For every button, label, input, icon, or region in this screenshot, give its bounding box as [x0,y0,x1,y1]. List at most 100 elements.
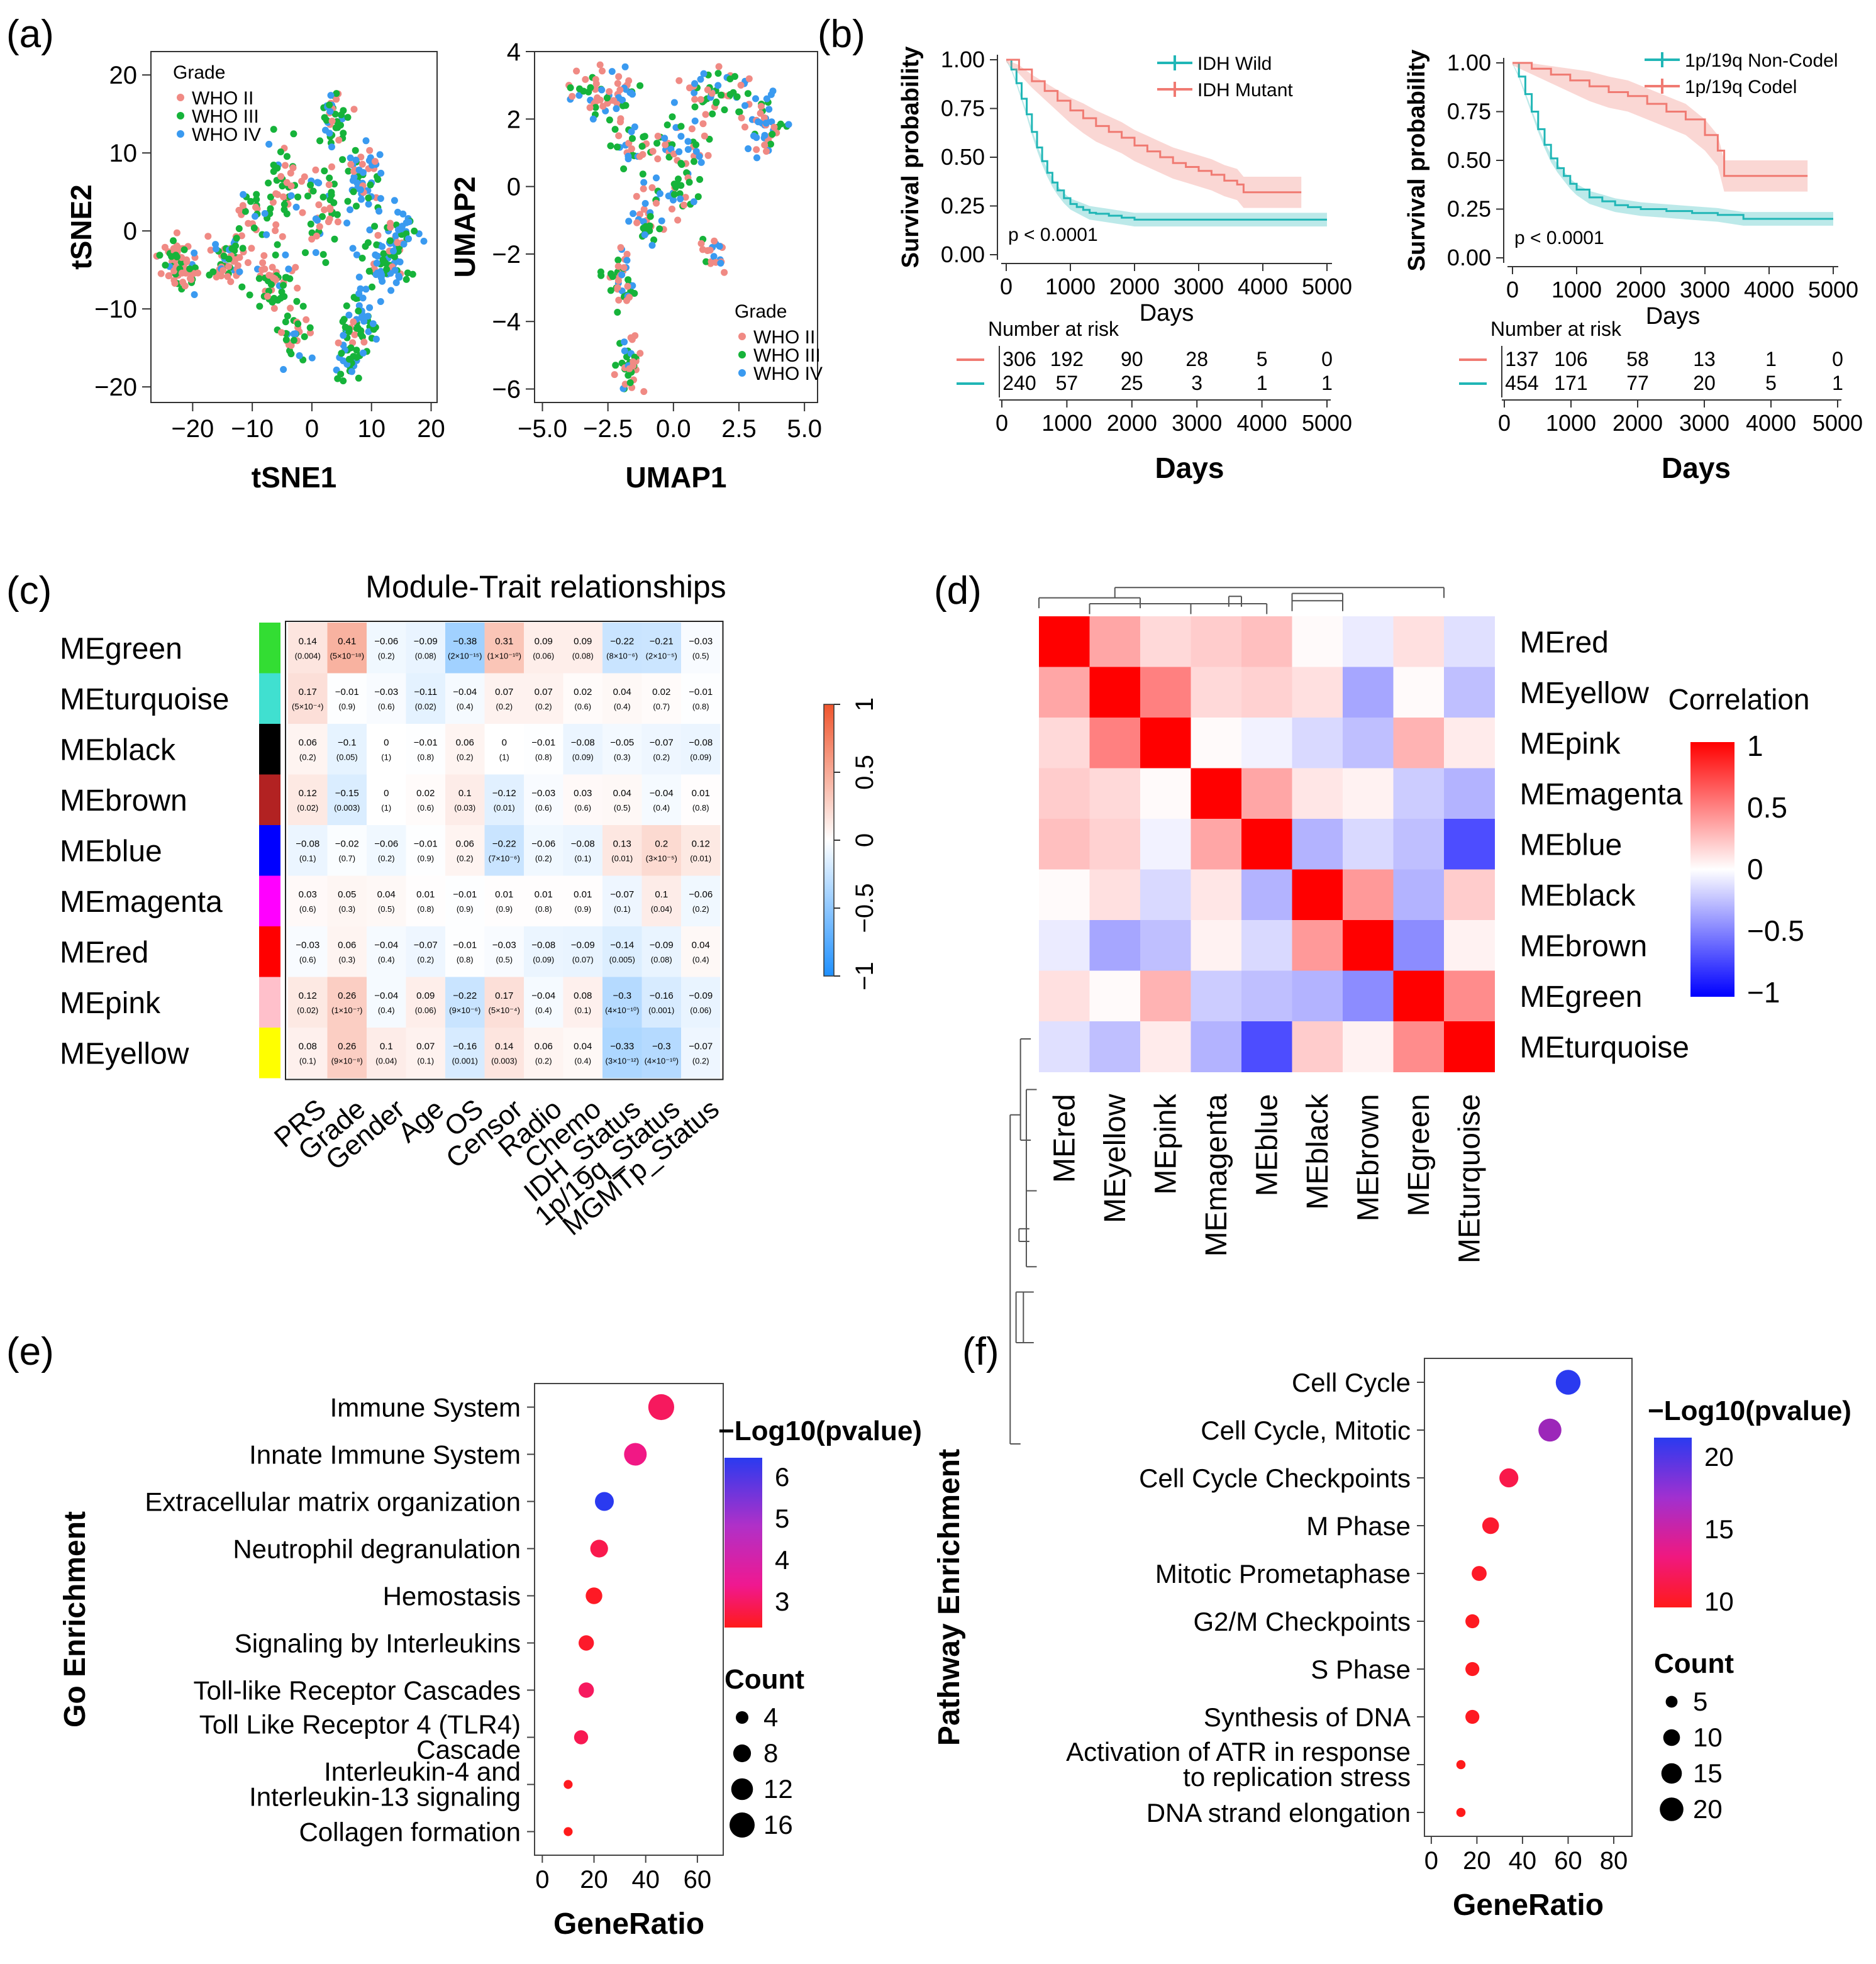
umap-point [691,96,699,103]
umap-point [567,84,574,91]
km_codel-curve-1p-19q-codel [1512,62,1808,177]
module-trait-value: −0.03 [374,687,398,697]
umap-point [625,218,633,225]
tsne-point [213,245,219,253]
tsne-point [293,297,301,305]
km_codel-risk-value: 1 [1765,348,1777,370]
umap-legend-swatch [738,351,746,358]
module-trait-pvalue: (7×10⁻⁶) [489,853,520,863]
module-trait-cell [327,825,367,876]
module-trait-cell [524,623,563,674]
tsne-point [355,290,363,297]
tsne-point [256,302,264,310]
tsne-point [322,259,330,266]
correlation-cell [1393,667,1445,718]
module-trait-cell [445,673,485,724]
module-trait-cell [563,875,602,926]
module-trait-value: 0.1 [380,1041,393,1051]
tsne-point [180,246,188,253]
correlation-colorbar-label: −0.5 [1747,914,1804,947]
tsne-point [375,208,383,215]
tsne-point [390,247,397,255]
tsne-point [351,331,358,338]
umap-point [684,138,692,145]
tsne-point [327,92,335,99]
module-row-label-megreen: MEgreen [60,632,182,665]
km_idh-ytick-label: 0.50 [941,144,985,170]
module-trait-cell [367,673,406,724]
pathway_enrich-size-swatch [1665,1695,1678,1708]
module-trait-pvalue: (9×10⁻⁸) [331,1056,363,1065]
module-trait-colorbar-label: 1 [851,697,879,711]
module-trait-pvalue: (0.1) [574,1006,591,1015]
correlation-row-label-meturquoise: MEturquoise [1520,1031,1689,1064]
umap-point [639,170,647,178]
umap-xtick-label: −5.0 [518,415,567,443]
correlation-cell [1241,920,1292,971]
pathway_enrich-color-title: −Log10(pvalue) [1648,1395,1851,1426]
module-trait-pvalue: (0.2) [378,651,395,660]
panel-label-f: (f) [962,1330,999,1373]
umap-xtick-label: 0.0 [656,415,691,443]
umap-point [640,185,647,192]
module-trait-pvalue: (0.7) [653,702,670,711]
module-trait-value: −0.09 [571,940,595,950]
tsne-point [349,245,357,252]
go_enrich-xtick-label: 60 [684,1866,712,1894]
tsne-point [420,238,428,245]
tsne-point [362,286,370,293]
umap-point [670,196,677,204]
umap-legend-swatch [738,333,746,340]
go_enrich-ylabel: Go Enrichment [58,1511,92,1728]
umap-point [614,257,622,264]
tsne-point [269,199,277,206]
umap-point [628,145,635,153]
km_idh-risk-value: 1 [1257,372,1268,394]
module-trait-cell [681,926,721,977]
correlation-cell [1241,768,1292,819]
umap-point [696,175,704,183]
tsne-point [165,272,172,280]
km_codel-risk-value: 106 [1554,348,1587,370]
correlation-row-label-meblue: MEblue [1520,828,1623,862]
module-trait-pvalue: (4×10⁻¹⁰) [605,1006,639,1015]
correlation-cell [1292,819,1343,870]
umap-point [607,287,614,294]
correlation-cell [1343,970,1394,1022]
module-trait-cell [484,825,524,876]
tsne-xtick-label: 20 [417,415,445,443]
umap-point [616,86,624,94]
tsne-point [265,140,273,148]
tsne-point [338,350,345,357]
go_enrich-term-extracellular-matrix-organization: Extracellular matrix organization [145,1487,521,1517]
correlation-cell [1393,616,1445,667]
correlation-col-label-mepink: MEpink [1149,1094,1182,1195]
module-trait-pvalue: (0.3) [338,904,355,914]
pathway_enrich-term-s-phase: S Phase [1311,1655,1411,1684]
tsne-point [178,269,186,277]
module-trait-pvalue: (0.04) [375,1056,397,1065]
pathway_enrich-term-mitotic-prometaphase: Mitotic Prometaphase [1155,1559,1411,1589]
module-trait-cell [524,774,563,825]
module-trait-value: −0.08 [571,737,595,748]
umap-point [613,105,620,113]
umap-point [753,146,760,153]
tsne-point [397,225,404,233]
umap-point [589,115,597,123]
tsne-point [347,344,355,352]
pathway_enrich-size-swatch [1660,1797,1684,1821]
module-trait-value: 0 [384,737,389,748]
module-trait-pvalue: (1) [381,803,391,813]
umap-point [614,80,621,87]
module-trait-pvalue: (0.2) [496,702,513,711]
module-trait-value: 0.26 [338,1041,356,1051]
module-trait-cell [641,977,681,1028]
tsne-point [358,255,366,262]
correlation-cell [1089,667,1141,718]
umap-point [697,96,704,103]
umap-point [650,236,658,243]
module-trait-cell [406,673,445,724]
pathway_enrich-size-tick: 5 [1693,1687,1707,1716]
module-trait-pvalue: (0.9) [496,904,513,914]
module-trait-pvalue: (0.8) [692,803,709,813]
